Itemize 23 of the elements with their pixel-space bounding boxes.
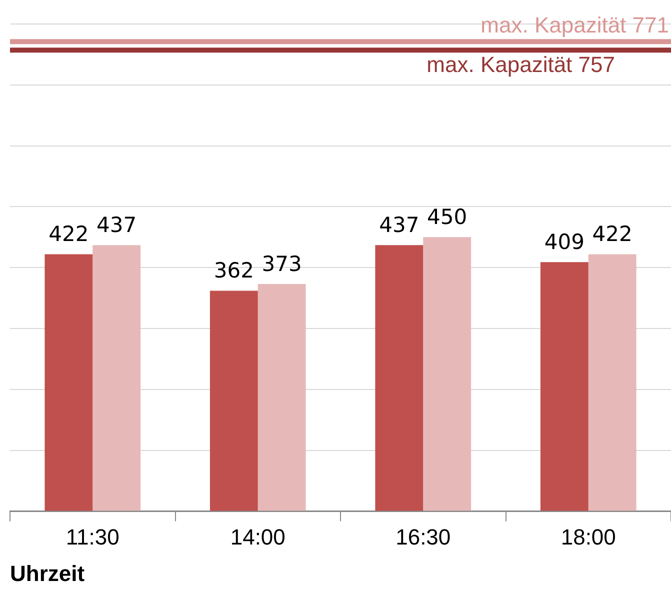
x-tick-label: 18:00 xyxy=(560,524,616,550)
x-tick-label: 16:30 xyxy=(396,524,451,550)
bar xyxy=(540,262,588,511)
x-tick-label: 11:30 xyxy=(66,524,120,550)
data-label: 373 xyxy=(262,252,302,276)
bar xyxy=(588,254,636,511)
data-label: 422 xyxy=(592,222,632,246)
bar xyxy=(44,254,93,511)
bar xyxy=(210,290,258,511)
bar xyxy=(92,245,141,511)
ref-line-label: max. Kapazität 771 xyxy=(480,12,669,38)
x-tick-label: 14:00 xyxy=(230,524,286,550)
data-label: 362 xyxy=(214,258,254,283)
data-label: 450 xyxy=(427,205,468,230)
x-axis-title: Uhrzeit xyxy=(10,560,86,586)
data-label: 437 xyxy=(96,213,137,238)
data-label: 437 xyxy=(379,213,420,238)
data-label: 422 xyxy=(48,222,89,246)
ref-line-label: max. Kapazität 757 xyxy=(426,52,615,78)
bar xyxy=(258,284,306,511)
bar xyxy=(375,245,424,511)
bar xyxy=(423,237,472,511)
data-label: 409 xyxy=(544,230,584,254)
